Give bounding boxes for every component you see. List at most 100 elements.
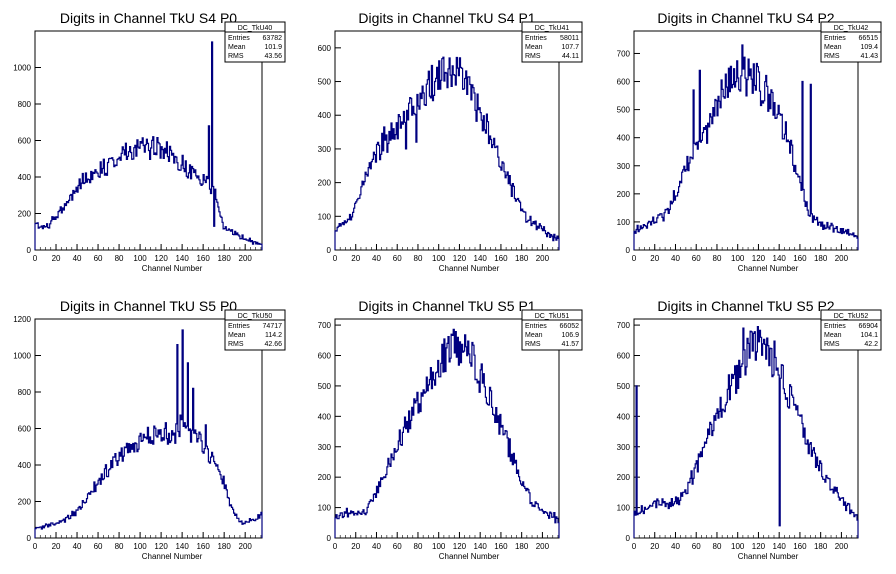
x-tick-label: 60 bbox=[692, 254, 701, 263]
x-tick-label: 140 bbox=[474, 542, 488, 551]
x-tick-label: 20 bbox=[650, 254, 659, 263]
histogram-panel-2: Digits in Channel TkU S4 P2 0 20 40 60 80 100 1… bbox=[617, 10, 882, 273]
y-tick-label: 100 bbox=[617, 504, 631, 513]
x-tick-label: 140 bbox=[175, 254, 189, 263]
histogram-series bbox=[633, 44, 859, 250]
x-tick-label: 180 bbox=[515, 254, 529, 263]
stats-label-mean: Mean bbox=[525, 332, 543, 339]
stats-label-rms: RMS bbox=[824, 341, 840, 348]
stats-label-entries: Entries bbox=[525, 35, 547, 42]
y-tick-label: 0 bbox=[27, 246, 32, 255]
histogram-panel-0: Digits in Channel TkU S4 P0 0 20 40 60 80 100 1… bbox=[13, 10, 286, 273]
x-tick-label: 160 bbox=[196, 254, 210, 263]
x-tick-label: 40 bbox=[372, 254, 381, 263]
x-axis-label: Channel Number bbox=[738, 552, 799, 561]
x-tick-label: 160 bbox=[793, 254, 807, 263]
x-tick-label: 200 bbox=[239, 254, 253, 263]
y-tick-label: 300 bbox=[617, 443, 631, 452]
y-tick-label: 0 bbox=[626, 534, 631, 543]
stats-box bbox=[521, 309, 583, 351]
stats-value-rms: 41.57 bbox=[561, 341, 579, 348]
plot-frame bbox=[334, 318, 560, 539]
stats-name: DC_TkU41 bbox=[535, 25, 570, 32]
y-tick-label: 600 bbox=[18, 425, 32, 434]
x-tick-label: 80 bbox=[115, 254, 124, 263]
plot-frame bbox=[34, 30, 263, 251]
stats-label-entries: Entries bbox=[824, 323, 846, 330]
x-tick-label: 100 bbox=[731, 254, 745, 263]
chart-title: Digits in Channel TkU S5 P0 bbox=[60, 298, 237, 314]
x-tick-label: 80 bbox=[414, 542, 423, 551]
x-tick-label: 120 bbox=[752, 542, 766, 551]
stats-label-entries: Entries bbox=[525, 323, 547, 330]
x-tick-label: 40 bbox=[372, 542, 381, 551]
y-tick-label: 600 bbox=[318, 44, 332, 53]
x-tick-label: 160 bbox=[793, 542, 807, 551]
y-tick-label: 100 bbox=[318, 504, 332, 513]
y-tick-label: 0 bbox=[27, 534, 32, 543]
x-tick-label: 160 bbox=[196, 542, 210, 551]
y-tick-label: 300 bbox=[318, 145, 332, 154]
x-tick-label: 180 bbox=[814, 254, 828, 263]
y-tick-label: 200 bbox=[18, 498, 32, 507]
x-tick-label: 180 bbox=[515, 542, 529, 551]
chart-title: Digits in Channel TkU S4 P0 bbox=[60, 10, 237, 26]
plot-frame bbox=[633, 318, 859, 539]
stats-value-rms: 42.66 bbox=[264, 341, 282, 348]
x-tick-label: 140 bbox=[773, 254, 787, 263]
y-tick-label: 400 bbox=[18, 173, 32, 182]
stats-value-rms: 44.11 bbox=[562, 53, 579, 60]
plot-frame bbox=[334, 30, 560, 251]
y-tick-label: 500 bbox=[617, 382, 631, 391]
stats-label-mean: Mean bbox=[525, 44, 543, 51]
y-tick-label: 1000 bbox=[13, 352, 31, 361]
y-tick-label: 400 bbox=[318, 111, 332, 120]
y-tick-label: 600 bbox=[617, 352, 631, 361]
stats-name: DC_TkU52 bbox=[834, 313, 869, 320]
stats-label-rms: RMS bbox=[228, 53, 244, 60]
stats-box bbox=[521, 21, 583, 63]
stats-label-mean: Mean bbox=[228, 44, 246, 51]
stats-value-entries: 66052 bbox=[560, 323, 580, 330]
y-tick-label: 400 bbox=[617, 134, 631, 143]
x-tick-label: 200 bbox=[835, 542, 849, 551]
stats-value-rms: 41.43 bbox=[860, 53, 878, 60]
stats-label-entries: Entries bbox=[228, 35, 250, 42]
x-tick-label: 200 bbox=[835, 254, 849, 263]
x-tick-label: 180 bbox=[217, 542, 231, 551]
x-axis-label: Channel Number bbox=[738, 264, 799, 273]
y-tick-label: 400 bbox=[318, 412, 332, 421]
y-tick-label: 200 bbox=[18, 210, 32, 219]
x-tick-label: 160 bbox=[494, 254, 508, 263]
stats-value-entries: 63782 bbox=[263, 35, 283, 42]
x-tick-label: 40 bbox=[73, 254, 82, 263]
histogram-series bbox=[334, 56, 560, 250]
x-tick-label: 120 bbox=[154, 254, 168, 263]
stats-label-entries: Entries bbox=[228, 323, 250, 330]
y-tick-label: 300 bbox=[617, 162, 631, 171]
y-tick-label: 200 bbox=[318, 473, 332, 482]
histogram-panel-3: Digits in Channel TkU S5 P0 0 20 40 60 80 100 1… bbox=[13, 298, 286, 561]
x-tick-label: 60 bbox=[393, 542, 402, 551]
stats-box bbox=[224, 21, 286, 63]
stats-box bbox=[224, 309, 286, 351]
y-tick-label: 600 bbox=[617, 78, 631, 87]
y-tick-label: 700 bbox=[318, 321, 332, 330]
x-tick-label: 120 bbox=[453, 542, 467, 551]
y-tick-label: 0 bbox=[327, 534, 332, 543]
y-tick-label: 500 bbox=[318, 382, 332, 391]
x-tick-label: 200 bbox=[239, 542, 253, 551]
x-tick-label: 20 bbox=[351, 542, 360, 551]
chart-title: Digits in Channel TkU S4 P2 bbox=[657, 10, 834, 26]
y-tick-label: 200 bbox=[617, 190, 631, 199]
plot-frame bbox=[633, 30, 859, 251]
x-tick-label: 160 bbox=[494, 542, 508, 551]
y-tick-label: 400 bbox=[18, 461, 32, 470]
stats-value-mean: 107.7 bbox=[561, 44, 579, 51]
stats-box bbox=[820, 309, 882, 351]
y-tick-label: 800 bbox=[18, 100, 32, 109]
x-tick-label: 140 bbox=[474, 254, 488, 263]
x-tick-label: 20 bbox=[650, 542, 659, 551]
x-tick-label: 60 bbox=[94, 254, 103, 263]
